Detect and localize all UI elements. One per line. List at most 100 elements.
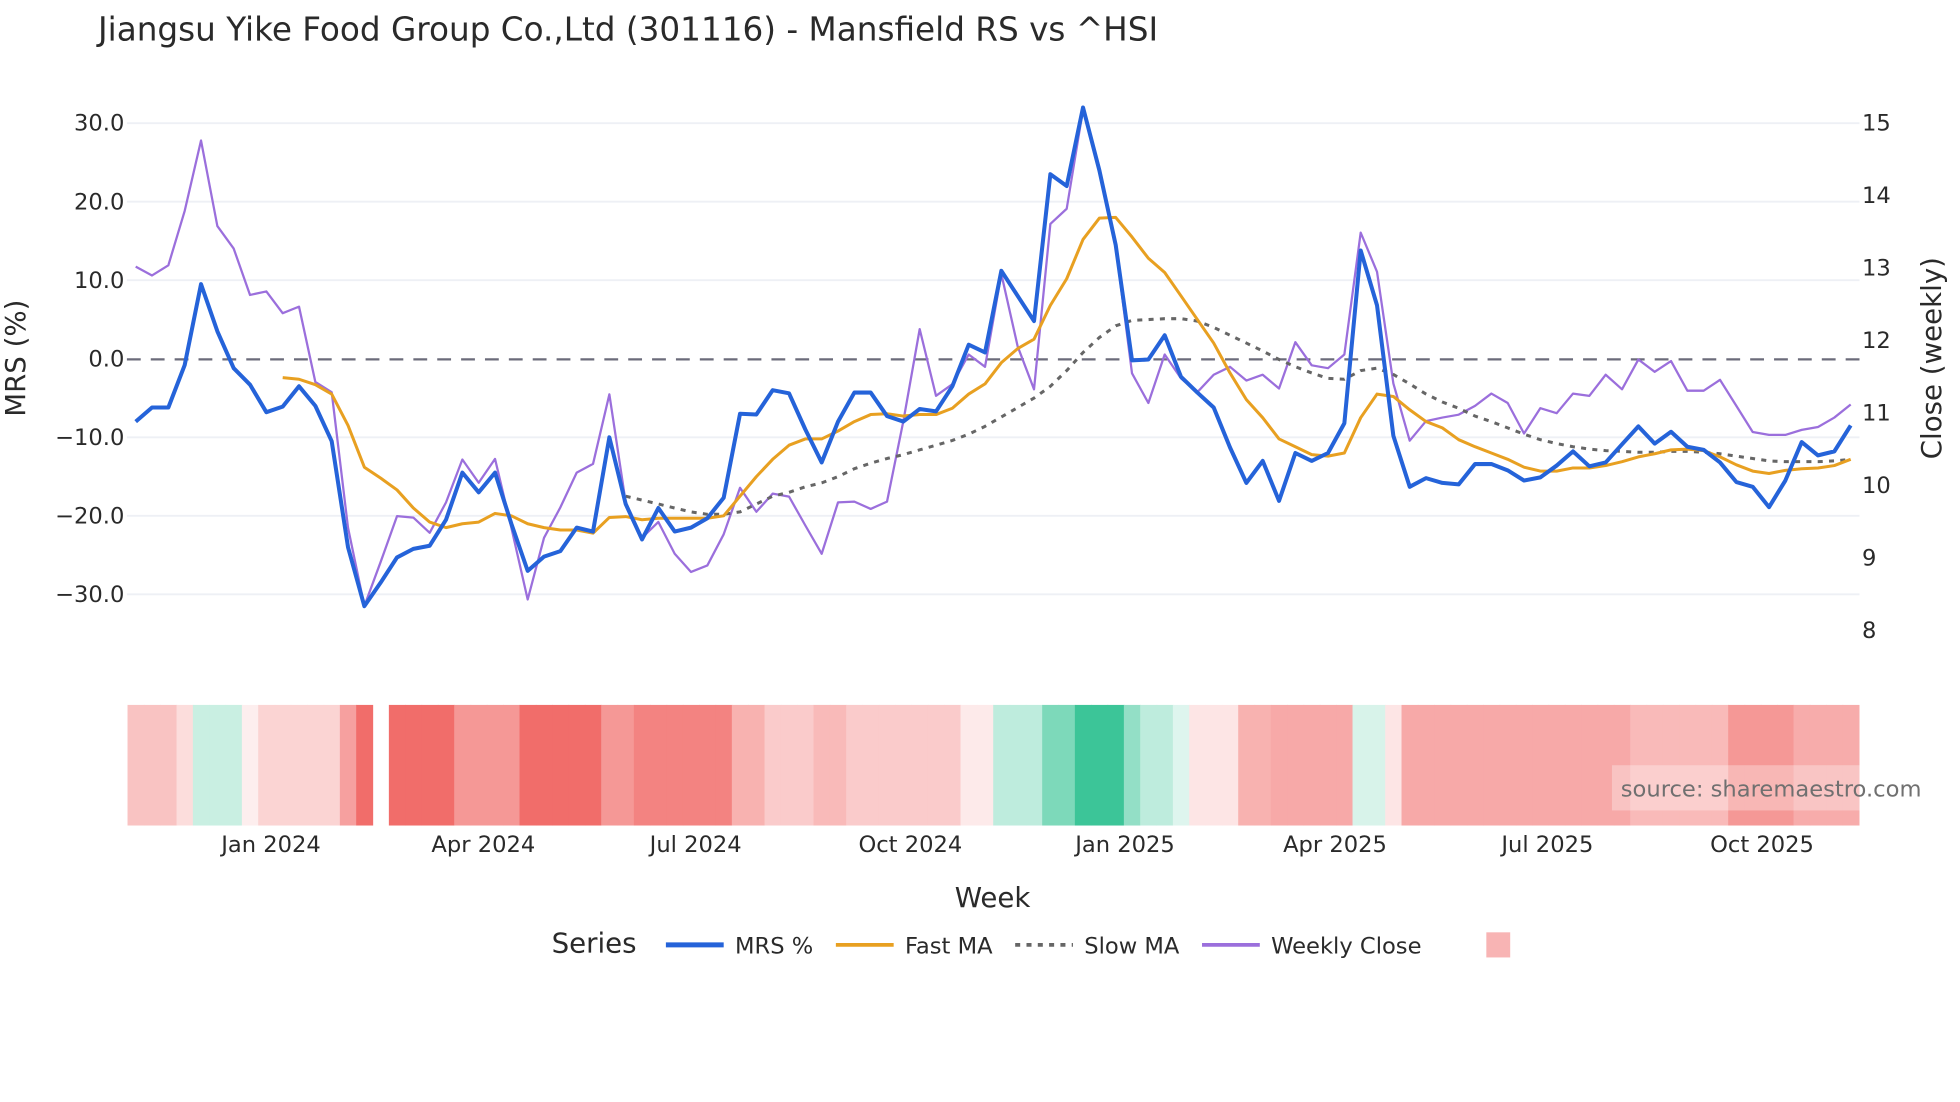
heatmap-cell — [1515, 704, 1533, 826]
legend-label: MRS % — [735, 934, 813, 960]
heatmap-cell — [666, 704, 684, 826]
y-tick-label: 10.0 — [74, 268, 124, 294]
heatmap-cell — [339, 704, 357, 826]
heatmap-cell — [225, 704, 243, 826]
heatmap-cell — [1336, 704, 1354, 826]
heatmap-cell — [797, 704, 815, 826]
heatmap-cell — [944, 704, 962, 826]
heatmap-cell — [1662, 704, 1680, 826]
y2-tick-label: 11 — [1862, 401, 1891, 427]
series-slow-ma — [625, 317, 1851, 516]
heatmap-cell — [1172, 704, 1190, 826]
legend: Series MRS % Fast MA Slow MA Weekly Close — [552, 926, 1511, 960]
heatmap-cell — [519, 704, 537, 826]
heatmap-cell — [454, 704, 472, 826]
heatmap-cell — [862, 704, 880, 826]
series-mrs — [134, 105, 1853, 609]
heatmap-cell — [421, 704, 439, 826]
heatmap-cell — [748, 704, 766, 826]
heatmap-cell — [878, 704, 896, 826]
y2-tick-label: 14 — [1862, 183, 1891, 209]
heatmap-cell — [682, 704, 700, 826]
y2-tick-label: 10 — [1862, 473, 1891, 499]
heatmap-cell — [127, 704, 145, 826]
heatmap-cell — [1679, 704, 1697, 826]
y2-tick-label: 15 — [1862, 111, 1891, 137]
heatmap-cell — [601, 704, 619, 826]
heatmap-cell — [356, 704, 374, 826]
y2-tick-label: 13 — [1862, 256, 1891, 282]
heatmap-cell — [1058, 704, 1076, 826]
x-tick-label: Jan 2024 — [219, 832, 321, 858]
heatmap-cell — [780, 704, 798, 826]
heatmap-cell — [1287, 704, 1305, 826]
heatmap-cell — [1254, 704, 1272, 826]
heatmap-cell — [1793, 704, 1811, 826]
x-tick-label: Oct 2025 — [1710, 832, 1814, 858]
heatmap-cell — [584, 704, 602, 826]
heatmap-cell — [258, 704, 276, 826]
series-weekly-close — [135, 108, 1852, 608]
heatmap-cell — [1417, 704, 1435, 826]
heatmap-cell — [617, 704, 635, 826]
heatmap-cell — [323, 704, 341, 826]
x-axis-ticks: Jan 2024 Apr 2024 Jul 2024 Oct 2024 Jan 2025… — [219, 832, 1814, 858]
heatmap-cell — [846, 704, 864, 826]
y2-tick-label: 8 — [1862, 618, 1876, 644]
legend-heatmap-swatch — [1486, 932, 1511, 958]
legend-title: Series — [552, 926, 637, 959]
heatmap-cell — [143, 704, 161, 826]
heatmap-cell — [1205, 704, 1223, 826]
heatmap-cell — [1483, 704, 1501, 826]
heatmap-cell — [976, 704, 994, 826]
heatmap-cell — [568, 704, 586, 826]
y-axis-title: MRS (%) — [0, 300, 32, 417]
heatmap-cell — [388, 704, 406, 826]
heatmap-cell — [176, 704, 194, 826]
heatmap-cell — [552, 704, 570, 826]
x-tick-label: Apr 2024 — [431, 832, 535, 858]
heatmap-cell — [209, 704, 227, 826]
heatmap-cell — [192, 704, 210, 826]
y2-axis-title: Close (weekly) — [1915, 257, 1948, 459]
x-tick-label: Apr 2025 — [1283, 832, 1387, 858]
heatmap-cell — [1091, 704, 1109, 826]
heatmap-cell — [1074, 704, 1092, 826]
heatmap-cell — [1695, 704, 1713, 826]
heatmap-cell — [1842, 704, 1860, 826]
y-tick-label: 20.0 — [74, 189, 124, 215]
y-tick-label: −10.0 — [55, 425, 124, 451]
heatmap-cell — [1303, 704, 1321, 826]
legend-label: Slow MA — [1084, 934, 1180, 960]
y-tick-label: 30.0 — [74, 111, 124, 137]
heatmap-cell — [535, 704, 553, 826]
heatmap-cell — [1385, 704, 1403, 826]
y2-tick-label: 9 — [1862, 546, 1876, 572]
heatmap-cell — [1140, 704, 1158, 826]
heatmap-cell — [307, 704, 325, 826]
heatmap-cell — [1450, 704, 1468, 826]
heatmap-cell — [1581, 704, 1599, 826]
heatmap-cell — [1499, 704, 1517, 826]
heatmap-cell — [1401, 704, 1419, 826]
y-tick-label: −20.0 — [55, 503, 124, 529]
heatmap-cell — [1777, 704, 1795, 826]
heatmap-cell — [1352, 704, 1370, 826]
x-tick-label: Jan 2025 — [1073, 832, 1175, 858]
heatmap-cell — [1107, 704, 1125, 826]
heatmap-cell — [1009, 704, 1027, 826]
heatmap-cell — [1434, 704, 1452, 826]
heatmap-cell — [1042, 704, 1060, 826]
heatmap-cell — [1270, 704, 1288, 826]
heatmap-cell — [437, 704, 455, 826]
heatmap-cell — [699, 704, 717, 826]
y2-tick-label: 12 — [1862, 328, 1891, 354]
heatmap-cell — [927, 704, 945, 826]
heatmap-cell — [1728, 704, 1746, 826]
heatmap-cell — [1156, 704, 1174, 826]
y-axis-ticks: 30.0 20.0 10.0 0.0 −10.0 −20.0 −30.0 — [55, 111, 124, 608]
heatmap-cell — [1238, 704, 1256, 826]
heatmap-cell — [1744, 704, 1762, 826]
heatmap-cell — [1368, 704, 1386, 826]
